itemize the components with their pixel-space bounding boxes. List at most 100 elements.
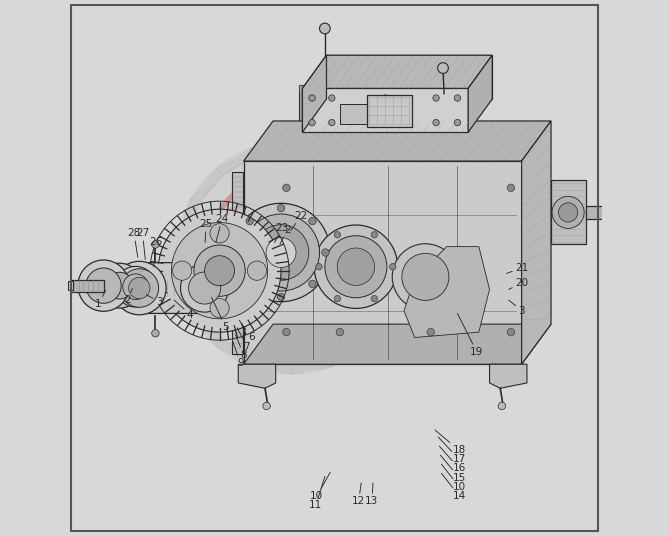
Polygon shape [244, 121, 551, 161]
Circle shape [120, 269, 159, 307]
Text: 25: 25 [199, 219, 213, 242]
Circle shape [454, 95, 461, 101]
Text: 10: 10 [442, 464, 466, 492]
Polygon shape [326, 55, 492, 99]
Circle shape [507, 184, 514, 191]
Circle shape [322, 249, 329, 256]
Circle shape [552, 196, 584, 228]
Circle shape [314, 225, 397, 308]
Circle shape [254, 225, 309, 280]
Circle shape [128, 277, 150, 299]
Text: 21: 21 [506, 263, 529, 273]
Polygon shape [292, 141, 332, 157]
Circle shape [197, 264, 229, 296]
Circle shape [507, 329, 514, 336]
Text: 12: 12 [352, 483, 365, 506]
Text: 15: 15 [440, 455, 466, 482]
FancyBboxPatch shape [72, 280, 104, 292]
Circle shape [78, 260, 129, 311]
FancyBboxPatch shape [551, 180, 586, 244]
Text: 17: 17 [438, 437, 466, 464]
Circle shape [210, 299, 229, 318]
Text: 23: 23 [274, 223, 289, 242]
Circle shape [243, 214, 320, 291]
Circle shape [263, 402, 270, 410]
Circle shape [173, 261, 192, 280]
Polygon shape [238, 364, 276, 388]
Circle shape [402, 254, 449, 300]
Polygon shape [191, 311, 223, 347]
Text: 7: 7 [237, 328, 250, 352]
Text: 6: 6 [240, 321, 254, 343]
Circle shape [248, 261, 267, 280]
Polygon shape [217, 339, 255, 367]
Circle shape [328, 95, 335, 101]
Circle shape [427, 329, 434, 336]
Circle shape [559, 203, 578, 222]
Text: 8: 8 [235, 335, 247, 360]
Circle shape [246, 280, 254, 288]
Polygon shape [522, 121, 551, 364]
Circle shape [266, 237, 296, 267]
Circle shape [246, 218, 254, 225]
Circle shape [171, 222, 268, 319]
Circle shape [334, 232, 341, 238]
Circle shape [181, 264, 229, 312]
Circle shape [454, 120, 461, 126]
Circle shape [309, 95, 315, 101]
Circle shape [336, 329, 344, 336]
Polygon shape [244, 161, 522, 364]
FancyBboxPatch shape [367, 95, 412, 127]
Polygon shape [302, 55, 492, 88]
Circle shape [205, 256, 235, 286]
Text: 1: 1 [95, 291, 106, 309]
Circle shape [389, 264, 396, 270]
Polygon shape [252, 358, 292, 374]
Text: 19: 19 [458, 314, 483, 357]
Circle shape [276, 241, 308, 273]
Circle shape [325, 236, 387, 297]
Circle shape [152, 330, 159, 337]
Circle shape [382, 120, 389, 126]
Circle shape [382, 95, 389, 101]
Polygon shape [328, 148, 367, 175]
Circle shape [337, 248, 375, 286]
Text: 2: 2 [280, 225, 291, 244]
Circle shape [158, 209, 281, 332]
Polygon shape [252, 141, 292, 157]
Polygon shape [244, 324, 551, 364]
Circle shape [185, 151, 399, 364]
Polygon shape [177, 276, 199, 316]
FancyBboxPatch shape [586, 206, 621, 219]
Circle shape [189, 272, 221, 304]
Circle shape [106, 272, 133, 299]
Circle shape [371, 232, 377, 238]
Circle shape [233, 249, 240, 256]
Circle shape [316, 264, 322, 270]
FancyBboxPatch shape [621, 208, 632, 217]
Circle shape [433, 120, 440, 126]
Circle shape [309, 120, 315, 126]
Polygon shape [217, 148, 255, 175]
Text: 24: 24 [215, 214, 229, 242]
Circle shape [183, 250, 242, 309]
Circle shape [210, 224, 229, 243]
Text: 13: 13 [365, 483, 379, 506]
Polygon shape [361, 311, 393, 347]
Circle shape [320, 23, 330, 34]
Circle shape [115, 266, 156, 307]
Circle shape [112, 262, 166, 315]
Polygon shape [191, 168, 223, 204]
Text: 18: 18 [435, 430, 466, 455]
Polygon shape [292, 358, 332, 374]
Circle shape [152, 241, 159, 248]
Polygon shape [490, 364, 527, 388]
Text: 22: 22 [290, 211, 308, 230]
Text: 14: 14 [442, 473, 466, 501]
Circle shape [498, 402, 506, 410]
Polygon shape [384, 276, 407, 316]
Circle shape [392, 244, 458, 310]
Polygon shape [302, 55, 326, 132]
Polygon shape [397, 237, 407, 278]
Circle shape [334, 295, 341, 302]
